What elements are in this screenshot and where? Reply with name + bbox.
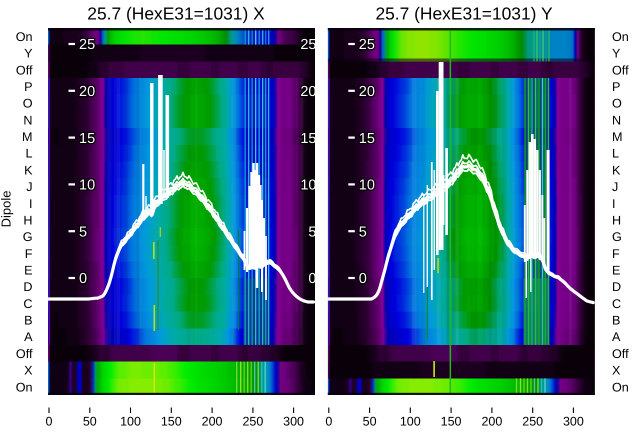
svg-text:I: I (612, 197, 616, 211)
svg-text:On: On (612, 30, 629, 44)
svg-text:C: C (612, 297, 621, 311)
svg-text:150: 150 (161, 415, 182, 429)
svg-text:N: N (23, 113, 32, 127)
svg-text:10: 10 (79, 178, 95, 194)
svg-text:F: F (612, 247, 620, 261)
svg-text:O: O (23, 97, 33, 111)
svg-text:On: On (16, 30, 33, 44)
svg-text:25.7 (HexE31=1031) X: 25.7 (HexE31=1031) X (87, 4, 265, 24)
svg-text:15: 15 (300, 131, 316, 147)
svg-text:Off: Off (16, 347, 33, 361)
svg-text:Y: Y (612, 47, 621, 61)
svg-text:I: I (29, 197, 33, 211)
svg-text:H: H (23, 213, 32, 227)
svg-text:0: 0 (359, 271, 367, 287)
svg-text:E: E (612, 264, 620, 278)
svg-text:300: 300 (283, 415, 304, 429)
svg-text:D: D (23, 280, 32, 294)
svg-text:20: 20 (300, 84, 316, 100)
svg-text:A: A (612, 330, 621, 344)
svg-text:15: 15 (79, 131, 95, 147)
svg-text:300: 300 (563, 415, 584, 429)
svg-text:M: M (612, 130, 623, 144)
svg-text:Off: Off (612, 347, 629, 361)
svg-text:B: B (612, 314, 620, 328)
svg-text:G: G (612, 230, 622, 244)
svg-text:F: F (25, 247, 33, 261)
svg-text:0: 0 (79, 271, 87, 287)
svg-text:C: C (23, 297, 32, 311)
svg-text:Off: Off (16, 63, 33, 77)
svg-text:X: X (24, 364, 33, 378)
svg-text:250: 250 (242, 415, 263, 429)
svg-text:H: H (612, 213, 621, 227)
svg-text:150: 150 (441, 415, 462, 429)
svg-text:P: P (24, 80, 32, 94)
svg-text:50: 50 (363, 415, 377, 429)
svg-text:25: 25 (79, 37, 95, 53)
svg-text:25.7 (HexE31=1031) Y: 25.7 (HexE31=1031) Y (375, 4, 552, 24)
svg-text:N: N (612, 113, 621, 127)
svg-text:On: On (612, 380, 629, 394)
svg-text:D: D (612, 280, 621, 294)
svg-text:0: 0 (308, 271, 316, 287)
svg-text:P: P (612, 80, 620, 94)
svg-text:L: L (25, 147, 32, 161)
svg-text:20: 20 (359, 84, 375, 100)
svg-text:E: E (24, 264, 32, 278)
svg-text:0: 0 (46, 415, 53, 429)
svg-text:25: 25 (359, 37, 375, 53)
svg-text:X: X (612, 364, 621, 378)
svg-text:5: 5 (79, 224, 87, 240)
svg-text:K: K (24, 163, 33, 177)
svg-text:10: 10 (300, 178, 316, 194)
svg-text:5: 5 (308, 224, 316, 240)
svg-text:L: L (612, 147, 619, 161)
svg-text:Off: Off (612, 63, 629, 77)
svg-text:B: B (24, 314, 32, 328)
svg-text:Dipole: Dipole (0, 191, 14, 228)
svg-text:Y: Y (24, 47, 33, 61)
svg-text:100: 100 (120, 415, 141, 429)
svg-text:G: G (23, 230, 33, 244)
svg-text:250: 250 (522, 415, 543, 429)
svg-text:25: 25 (300, 37, 316, 53)
svg-text:K: K (612, 163, 621, 177)
svg-text:J: J (612, 180, 618, 194)
svg-text:100: 100 (400, 415, 421, 429)
svg-text:10: 10 (359, 178, 375, 194)
svg-text:0: 0 (325, 415, 332, 429)
svg-text:15: 15 (359, 131, 375, 147)
svg-text:M: M (22, 130, 33, 144)
svg-text:5: 5 (359, 224, 367, 240)
svg-text:200: 200 (481, 415, 502, 429)
svg-text:On: On (16, 380, 33, 394)
svg-text:A: A (24, 330, 33, 344)
svg-text:20: 20 (79, 84, 95, 100)
svg-text:O: O (612, 97, 622, 111)
svg-text:200: 200 (202, 415, 223, 429)
svg-text:50: 50 (83, 415, 97, 429)
svg-text:J: J (26, 180, 32, 194)
